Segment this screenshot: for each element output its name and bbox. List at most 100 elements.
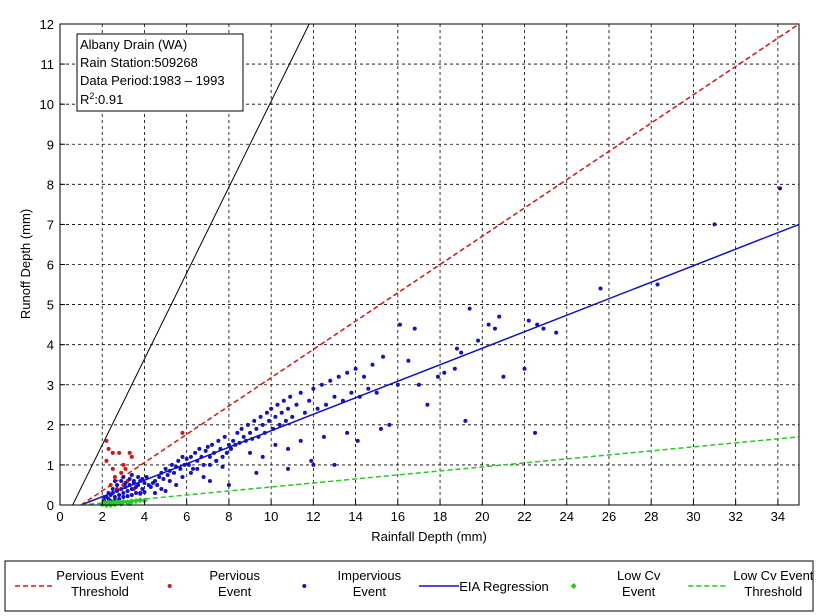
point-impervious-event — [328, 378, 333, 383]
axis-ticks: 0 2 4 6 8 10 12 14 16 18 20 22 24 26 28 30 32 34012345678… — [40, 17, 786, 524]
x-tick-label: 20 — [475, 509, 489, 524]
legend-items: Pervious EventThresholdPerviousEventImpe… — [15, 568, 814, 599]
point-impervious-event — [598, 286, 603, 291]
x-tick-label: 12 — [306, 509, 320, 524]
point-impervious-event — [176, 458, 181, 463]
point-impervious-event — [497, 314, 502, 319]
point-pervious-event — [108, 482, 113, 487]
point-impervious-event — [332, 394, 337, 399]
point-impervious-event — [237, 440, 242, 445]
point-impervious-event — [125, 488, 130, 493]
point-impervious-event — [486, 322, 491, 327]
point-impervious-event — [267, 418, 272, 423]
point-impervious-event — [397, 322, 402, 327]
y-tick-label: 12 — [40, 17, 54, 32]
y-tick-label: 3 — [47, 378, 54, 393]
point-impervious-event — [115, 488, 120, 493]
legend-label: Pervious — [209, 568, 260, 583]
point-impervious-event — [123, 480, 128, 485]
point-lowcv-event — [137, 497, 144, 504]
point-impervious-event — [172, 470, 177, 475]
legend-swatch — [167, 584, 172, 588]
point-impervious-event — [298, 438, 303, 443]
point-impervious-event — [140, 476, 145, 481]
point-impervious-event — [264, 410, 269, 415]
point-impervious-event — [321, 434, 326, 439]
legend-label: Event — [353, 584, 387, 599]
point-impervious-event — [254, 426, 259, 431]
point-impervious-event — [241, 434, 246, 439]
point-impervious-event — [541, 326, 546, 331]
line-pervious-threshold — [80, 24, 799, 505]
point-impervious-event — [123, 484, 128, 489]
point-impervious-event — [201, 462, 206, 467]
point-impervious-event — [129, 492, 134, 497]
point-impervious-event — [362, 374, 367, 379]
point-impervious-event — [163, 488, 168, 493]
legend-label: Impervious — [338, 568, 402, 583]
y-tick-label: 1 — [47, 458, 54, 473]
point-impervious-event — [374, 390, 379, 395]
point-impervious-event — [178, 466, 183, 471]
point-impervious-event — [207, 478, 212, 483]
point-pervious-event — [110, 466, 115, 471]
point-impervious-event — [184, 456, 189, 461]
point-impervious-event — [216, 438, 221, 443]
point-impervious-event — [345, 430, 350, 435]
x-tick-label: 10 — [264, 509, 278, 524]
point-impervious-event — [273, 414, 278, 419]
annotation-r-squared: R2:0.91 — [80, 91, 123, 107]
point-pervious-event — [121, 462, 126, 467]
point-impervious-event — [315, 406, 320, 411]
point-impervious-event — [136, 482, 141, 487]
x-tick-label: 14 — [348, 509, 362, 524]
legend-label: Event — [218, 584, 252, 599]
point-impervious-event — [169, 462, 174, 467]
point-impervious-event — [454, 346, 459, 351]
point-impervious-event — [533, 430, 538, 435]
point-impervious-event — [655, 282, 660, 287]
point-impervious-event — [332, 462, 337, 467]
point-impervious-event — [129, 472, 134, 477]
x-tick-label: 16 — [391, 509, 405, 524]
point-impervious-event — [121, 490, 126, 495]
point-impervious-event — [182, 462, 187, 467]
annotation-station-name: Albany Drain (WA) — [80, 37, 187, 52]
point-impervious-event — [254, 470, 259, 475]
point-impervious-event — [212, 450, 217, 455]
point-impervious-event — [224, 450, 229, 455]
point-impervious-event — [174, 464, 179, 469]
annotation-box: Albany Drain (WA) Rain Station:509268 Da… — [76, 33, 244, 112]
point-impervious-event — [459, 350, 464, 355]
point-impervious-event — [554, 330, 559, 335]
point-impervious-event — [199, 454, 204, 459]
point-impervious-event — [167, 468, 172, 473]
point-pervious-event — [127, 450, 132, 455]
point-impervious-event — [355, 438, 360, 443]
point-impervious-event — [218, 446, 223, 451]
point-impervious-event — [148, 484, 153, 489]
x-tick-label: 0 — [56, 509, 63, 524]
line-reference-line — [72, 24, 310, 505]
point-lowcv-event — [124, 499, 131, 506]
point-impervious-event — [442, 370, 447, 375]
point-impervious-event — [231, 438, 236, 443]
point-impervious-event — [197, 446, 202, 451]
point-pervious-event — [112, 474, 117, 479]
point-impervious-event — [307, 398, 312, 403]
y-tick-label: 10 — [40, 97, 54, 112]
y-tick-label: 2 — [47, 418, 54, 433]
point-impervious-event — [248, 450, 253, 455]
point-impervious-event — [195, 466, 200, 471]
point-impervious-event — [174, 482, 179, 487]
point-impervious-event — [406, 358, 411, 363]
point-impervious-event — [119, 478, 124, 483]
point-impervious-event — [252, 418, 257, 423]
legend-swatch — [302, 584, 307, 588]
point-impervious-event — [220, 464, 225, 469]
point-impervious-event — [467, 306, 472, 311]
point-impervious-event — [319, 382, 324, 387]
